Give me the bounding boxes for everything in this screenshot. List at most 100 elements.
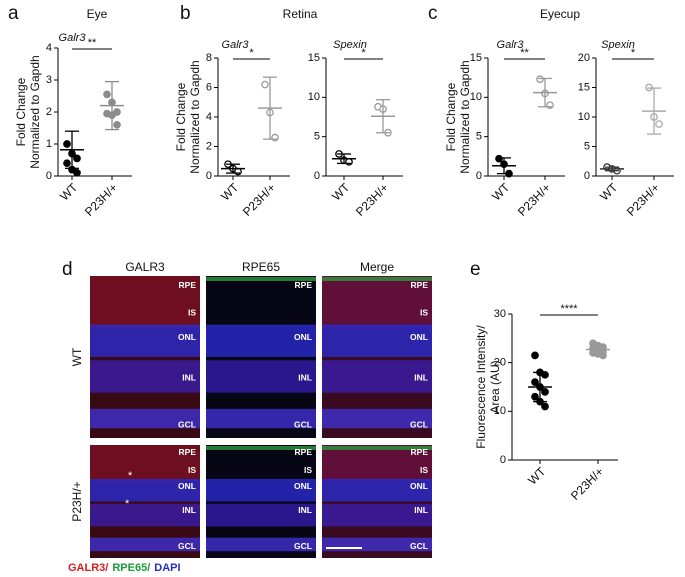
y-axis-label: Area (AU) xyxy=(488,360,502,413)
stain-band xyxy=(206,537,316,552)
data-point xyxy=(541,402,549,411)
layer-label: RPE xyxy=(411,447,429,457)
y-tick-label: 4 xyxy=(46,42,52,54)
layer-label: IS xyxy=(420,308,428,318)
y-tick-label: 0 xyxy=(476,170,482,182)
gene-label: Spexin xyxy=(601,39,635,51)
layer-label: ONL xyxy=(178,332,196,342)
panel-letter: a xyxy=(8,3,19,24)
data-point xyxy=(113,120,121,129)
stain-band xyxy=(206,446,316,450)
layer-label: INL xyxy=(298,505,312,515)
layer-label: IS xyxy=(304,465,312,475)
data-point xyxy=(345,157,353,166)
panel-letter: e xyxy=(470,259,481,280)
stain-legend-entry: RPE65/ xyxy=(112,562,150,574)
layer-label: RPE xyxy=(411,280,429,290)
panel-letter: b xyxy=(180,3,191,24)
significance-label: * xyxy=(249,47,254,59)
significance-label: ** xyxy=(520,47,529,59)
stain-band xyxy=(206,277,316,281)
asterisk: * xyxy=(125,498,130,510)
data-point xyxy=(531,378,539,386)
layer-label: IS xyxy=(188,465,196,475)
layer-label: ONL xyxy=(178,481,196,491)
stain-band xyxy=(90,408,200,429)
y-tick-label: 0 xyxy=(206,170,212,182)
data-point xyxy=(536,75,544,84)
stain-band xyxy=(90,276,200,328)
stain-band xyxy=(90,445,200,482)
y-tick-label: 5 xyxy=(314,131,320,143)
y-tick-label: 1 xyxy=(46,138,52,150)
layer-label: GCL xyxy=(410,541,428,551)
layer-label: RPE xyxy=(179,280,197,290)
y-tick-label: 20 xyxy=(494,357,506,369)
y-tick-label: 30 xyxy=(494,308,506,320)
gene-label: Galr3 xyxy=(222,39,250,51)
y-tick-label: 0 xyxy=(314,170,320,182)
y-axis-label: Fold Change xyxy=(14,77,28,146)
stain-band xyxy=(90,537,200,552)
layer-label: GCL xyxy=(178,541,196,551)
gene-label: Spexin xyxy=(333,39,367,51)
y-tick-label: 4 xyxy=(206,111,212,123)
y-tick-label: 10 xyxy=(470,91,482,103)
stain-band xyxy=(322,478,432,502)
stain-band xyxy=(90,324,200,357)
panel-letter: c xyxy=(428,3,438,24)
stain-band xyxy=(322,324,432,357)
layer-label: INL xyxy=(298,372,312,382)
y-tick-label: 2 xyxy=(46,106,52,118)
y-axis-label: Normalized to Gapdh xyxy=(188,60,202,173)
stain-band xyxy=(90,360,200,393)
y-tick-label: 0 xyxy=(584,170,590,182)
y-axis-label: Fold Change xyxy=(444,82,458,151)
layer-label: IS xyxy=(188,308,196,318)
stain-band xyxy=(90,503,200,527)
significance-label: * xyxy=(631,47,636,59)
layer-label: INL xyxy=(182,372,196,382)
significance-label: * xyxy=(361,47,366,59)
significance-label: ** xyxy=(88,37,97,49)
gene-label: Galr3 xyxy=(59,32,87,44)
x-tick-label: P23H/+ xyxy=(82,180,120,218)
y-tick-label: 0 xyxy=(46,170,52,182)
data-point xyxy=(63,140,71,148)
y-tick-label: 0 xyxy=(500,454,506,466)
layer-label: RPE xyxy=(179,447,197,457)
y-tick-label: 20 xyxy=(578,52,590,64)
gene-label: Galr3 xyxy=(497,39,525,51)
column-header: GALR3 xyxy=(125,260,165,274)
layer-label: RPE xyxy=(295,447,313,457)
data-point xyxy=(63,159,71,168)
stain-band xyxy=(206,478,316,502)
y-axis-label: Normalized to Gapdh xyxy=(28,55,42,168)
layer-label: GCL xyxy=(294,541,312,551)
data-point xyxy=(599,351,607,360)
layer-label: INL xyxy=(414,372,428,382)
y-tick-label: 5 xyxy=(476,131,482,143)
data-point xyxy=(73,154,81,163)
asterisk: * xyxy=(128,470,133,482)
stain-band xyxy=(206,360,316,393)
column-header: Merge xyxy=(360,260,394,274)
layer-label: GCL xyxy=(410,419,428,429)
y-tick-label: 15 xyxy=(470,52,482,64)
data-point xyxy=(541,370,549,379)
y-tick-label: 3 xyxy=(46,74,52,86)
stain-band xyxy=(90,478,200,502)
y-tick-label: 2 xyxy=(206,140,212,152)
layer-label: ONL xyxy=(294,332,312,342)
data-point xyxy=(655,120,663,128)
y-tick-label: 15 xyxy=(308,52,320,64)
stain-legend: GALR3/RPE65/DAPI xyxy=(68,562,181,574)
stain-band xyxy=(322,277,432,281)
stain-band xyxy=(322,445,432,482)
stain-band xyxy=(206,408,316,429)
layer-label: RPE xyxy=(295,280,313,290)
panel-letter: d xyxy=(62,259,73,280)
x-tick-label: WT xyxy=(218,180,242,204)
stain-band xyxy=(322,446,432,450)
